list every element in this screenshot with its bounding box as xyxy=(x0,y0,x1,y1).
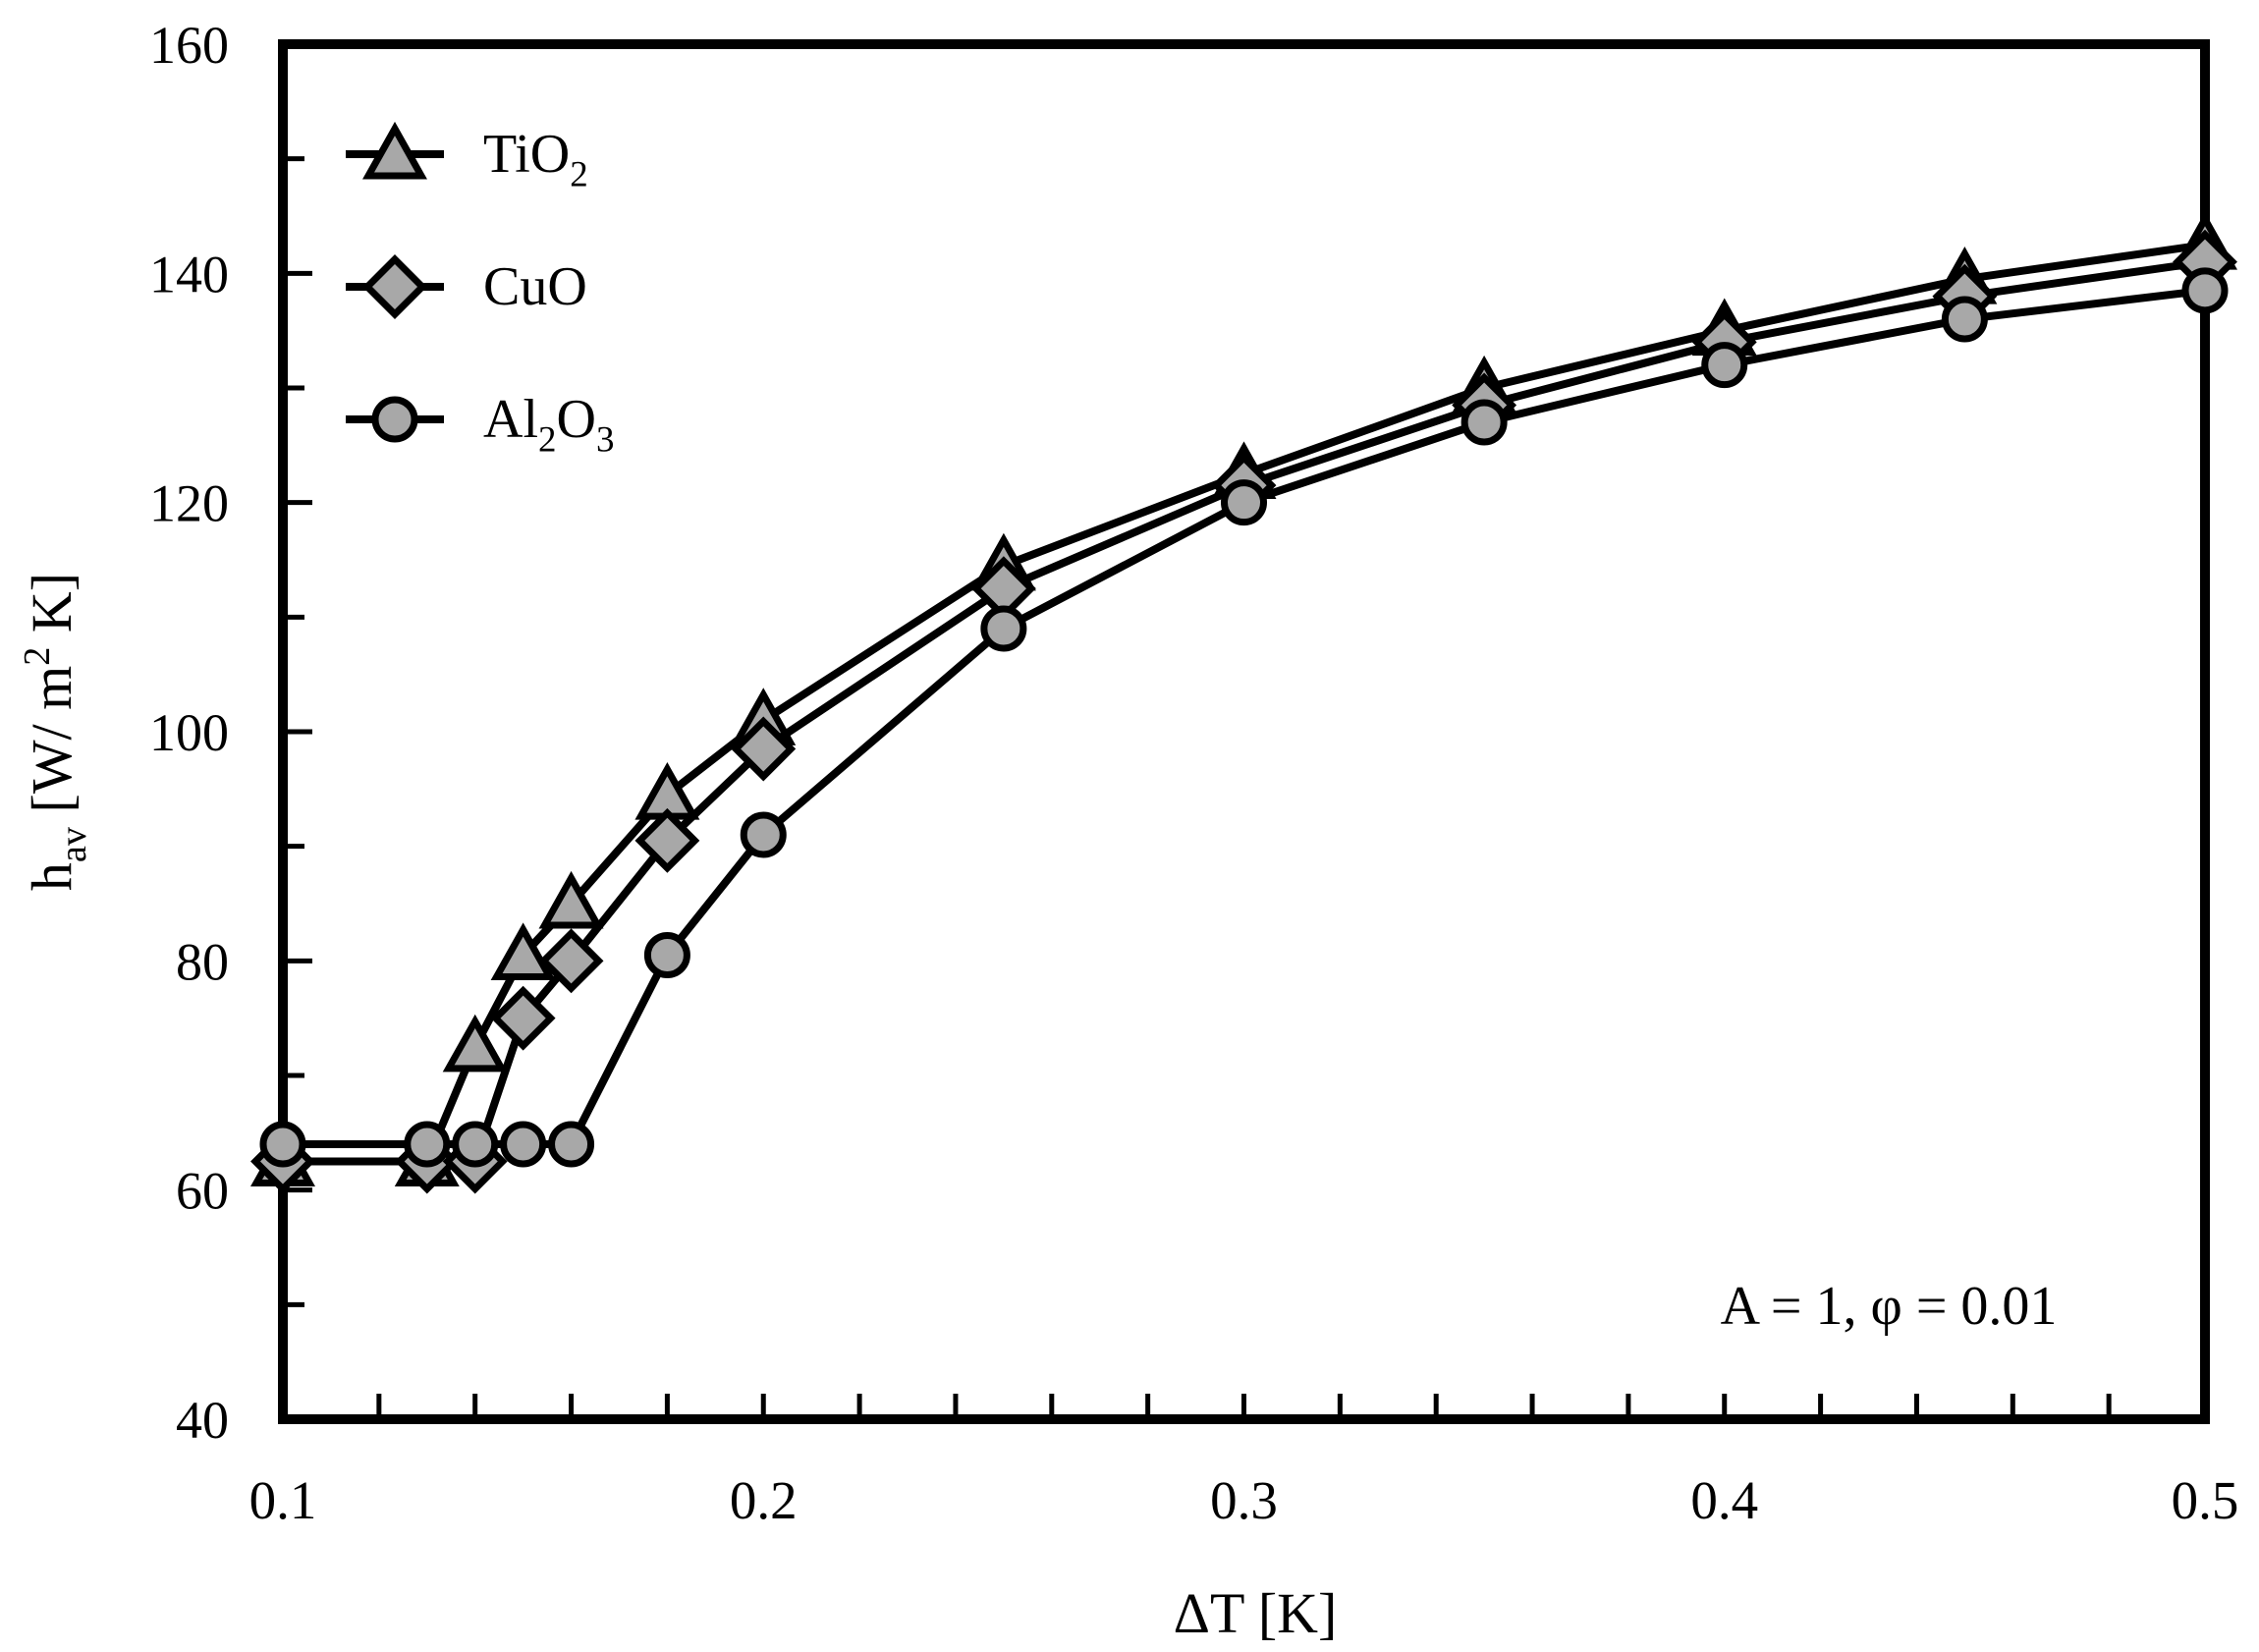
legend: TiO2 CuO Al2O3 xyxy=(346,121,614,460)
legend-label-TiO2: TiO2 xyxy=(483,124,588,194)
legend-marker-triangle xyxy=(362,121,427,180)
y-axis-tick-label: 80 xyxy=(176,932,229,991)
legend-label-CuO: CuO xyxy=(483,256,587,317)
series-Al2O3-marker xyxy=(740,811,787,858)
x-axis-tick-label: 0.5 xyxy=(2172,1470,2239,1530)
legend-entry-TiO2: TiO2 xyxy=(346,121,588,194)
x-axis-tick-label: 0.2 xyxy=(730,1470,798,1530)
series-TiO2-marker xyxy=(442,1014,508,1073)
series-Al2O3-marker xyxy=(452,1121,499,1168)
series-Al2O3-marker xyxy=(1941,296,1988,343)
y-axis-tick-label: 100 xyxy=(149,703,229,762)
x-axis-title: ΔT [K] xyxy=(1174,1581,1338,1645)
x-axis-tick-labels: 0.1 0.2 0.3 0.4 0.5 xyxy=(249,1470,2239,1530)
series-Al2O3-marker xyxy=(259,1121,306,1168)
series-Al2O3 xyxy=(259,267,2229,1168)
y-axis-tick-label: 40 xyxy=(176,1391,229,1450)
y-axis-tick-label: 60 xyxy=(176,1162,229,1221)
y-axis-tick-label: 120 xyxy=(149,474,229,533)
series-TiO2-marker xyxy=(490,922,556,980)
series-CuO-marker xyxy=(490,985,556,1051)
series-Al2O3-marker xyxy=(1460,399,1508,446)
series-Al2O3-marker xyxy=(980,605,1027,652)
series-CuO-marker xyxy=(634,807,700,873)
legend-label-Al2O3: Al2O3 xyxy=(483,389,614,460)
series-TiO2-marker xyxy=(538,870,604,929)
y-axis-tick-labels: 40 60 80 100 120 140 160 xyxy=(149,16,229,1450)
plot-frame xyxy=(278,39,2210,1424)
y-axis-tick-label: 160 xyxy=(149,16,229,75)
series-Al2O3-marker xyxy=(500,1121,547,1168)
series-CuO-marker xyxy=(731,716,797,782)
x-axis-tick-label: 0.3 xyxy=(1210,1470,1278,1530)
parameters-annotation: A = 1, φ = 0.01 xyxy=(1721,1276,2058,1337)
legend-marker-circle xyxy=(371,396,418,443)
series-Al2O3-marker xyxy=(1701,342,1748,389)
legend-entry-Al2O3: Al2O3 xyxy=(346,389,614,460)
x-axis-tick-label: 0.4 xyxy=(1690,1470,1758,1530)
series-Al2O3-marker xyxy=(404,1121,451,1168)
series-CuO-marker xyxy=(538,928,604,994)
legend-entry-CuO: CuO xyxy=(346,254,587,319)
series-Al2O3-marker xyxy=(643,932,690,978)
series-Al2O3-marker xyxy=(548,1121,595,1168)
legend-marker-diamond xyxy=(362,254,427,319)
series-Al2O3-marker xyxy=(2181,267,2229,314)
y-axis-tick-label: 140 xyxy=(149,245,229,303)
series-Al2O3-marker xyxy=(1221,479,1267,526)
y-axis-title: hav [W/ m2 K] xyxy=(17,573,94,891)
x-axis-tick-label: 0.1 xyxy=(249,1470,317,1530)
